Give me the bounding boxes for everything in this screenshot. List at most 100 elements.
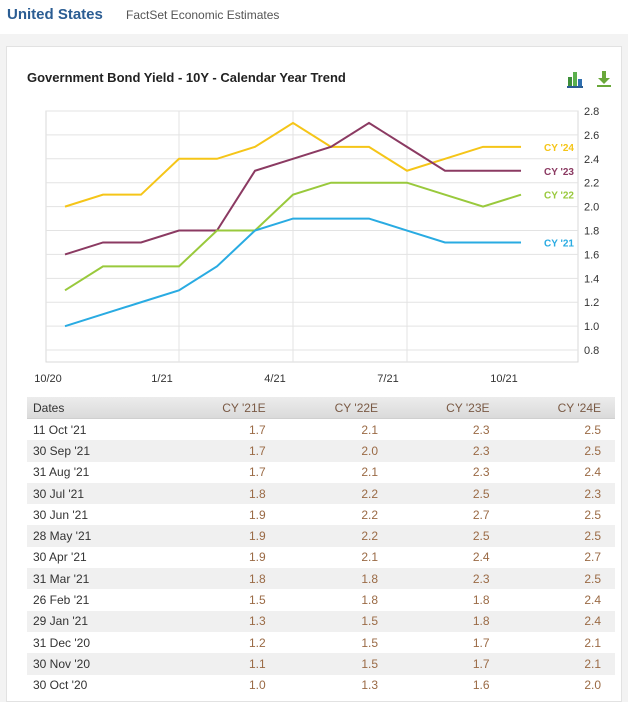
cell-date: 30 Nov '20 [27,653,131,675]
y-tick-label: 2.6 [584,130,599,142]
cell-cy22: 2.2 [267,525,381,547]
cell-cy22: 2.1 [267,418,381,441]
cell-cy23: 2.3 [380,418,492,441]
cell-date: 28 May '21 [27,525,131,547]
cell-cy22: 2.2 [267,482,381,505]
cell-cy24: 2.1 [491,653,615,675]
table-row: 30 Apr '21 1.9 2.1 2.4 2.7 [27,546,615,569]
source-label: FactSet Economic Estimates [126,8,280,22]
cell-cy24: 2.4 [491,589,615,611]
cell-cy24: 2.7 [491,546,615,569]
cell-date: 30 Jul '21 [27,482,131,505]
line-chart: 2.8 2.6 2.4 2.2 2.0 1.8 1.6 1.4 1.2 1.0 0.8 10/20 1/… [34,106,599,385]
top-bar: United States FactSet Economic Estimates [0,0,628,34]
cell-date: 31 Aug '21 [27,461,131,483]
cell-cy22: 1.5 [267,610,381,632]
cell-cy24: 2.0 [491,674,615,696]
cell-cy21: 1.0 [130,674,268,696]
y-tick-label: 1.6 [584,249,599,261]
cell-cy21: 1.9 [130,546,268,569]
cell-date: 30 Jun '21 [27,504,131,526]
x-tick-label: 4/21 [264,373,285,385]
cell-cy22: 1.8 [267,589,381,611]
table-row: 30 Sep '21 1.7 2.0 2.3 2.5 [27,440,615,462]
y-tick-label: 0.8 [584,345,599,357]
cell-date: 11 Oct '21 [27,418,131,441]
series-label: CY '21 [544,238,574,249]
cell-cy24: 2.5 [491,418,615,441]
cell-date: 26 Feb '21 [27,589,131,611]
cell-cy21: 1.2 [130,631,268,654]
country-title[interactable]: United States [7,6,103,23]
cell-cy23: 1.8 [380,589,492,611]
table-row: 31 Dec '20 1.2 1.5 1.7 2.1 [27,631,615,654]
table-row: 26 Feb '21 1.5 1.8 1.8 2.4 [27,589,615,611]
x-tick-label: 10/20 [34,373,62,385]
cell-cy21: 1.9 [130,525,268,547]
cell-cy23: 1.8 [380,610,492,632]
cell-cy24: 2.5 [491,525,615,547]
table-row: 11 Oct '21 1.7 2.1 2.3 2.5 [27,418,615,441]
x-tick-label: 7/21 [377,373,398,385]
table-row: 30 Jul '21 1.8 2.2 2.5 2.3 [27,482,615,505]
cell-cy22: 2.2 [267,504,381,526]
cell-cy21: 1.7 [130,461,268,483]
cell-cy23: 1.7 [380,631,492,654]
cell-cy21: 1.8 [130,482,268,505]
cell-cy24: 2.5 [491,440,615,462]
cell-date: 30 Oct '20 [27,674,131,696]
cell-cy24: 2.5 [491,568,615,590]
cell-cy22: 2.1 [267,461,381,483]
cell-cy24: 2.4 [491,610,615,632]
cell-cy21: 1.8 [130,568,268,590]
cell-date: 29 Jan '21 [27,610,131,632]
series-label: CY '24 [544,143,574,154]
cell-cy24: 2.5 [491,504,615,526]
table-row: 31 Mar '21 1.8 1.8 2.3 2.5 [27,568,615,590]
y-tick-label: 2.2 [584,178,599,190]
table-row: 30 Oct '20 1.0 1.3 1.6 2.0 [27,674,615,696]
download-icon[interactable] [596,70,612,88]
cell-cy21: 1.3 [130,610,268,632]
y-tick-label: 2.0 [584,202,599,214]
cell-cy22: 2.1 [267,546,381,569]
header-dates[interactable]: Dates [27,397,131,419]
series-label: CY '22 [544,191,574,202]
cell-cy21: 1.9 [130,504,268,526]
table-row: 30 Jun '21 1.9 2.2 2.7 2.5 [27,504,615,526]
bar-chart-icon[interactable] [567,70,583,88]
cell-cy22: 1.5 [267,631,381,654]
header-cy24[interactable]: CY '24E [491,397,615,419]
series-label: CY '23 [544,167,574,178]
cell-cy23: 2.5 [380,482,492,505]
cell-cy23: 2.7 [380,504,492,526]
cell-cy24: 2.1 [491,631,615,654]
cell-cy21: 1.5 [130,589,268,611]
y-tick-label: 1.8 [584,226,599,238]
cell-cy23: 2.3 [380,461,492,483]
cell-cy21: 1.1 [130,653,268,675]
cell-cy22: 1.8 [267,568,381,590]
header-cy23[interactable]: CY '23E [380,397,492,419]
table-row: 29 Jan '21 1.3 1.5 1.8 2.4 [27,610,615,632]
x-tick-label: 10/21 [490,373,518,385]
cell-cy22: 1.5 [267,653,381,675]
cell-cy23: 2.5 [380,525,492,547]
y-tick-label: 1.0 [584,321,599,333]
y-tick-label: 1.2 [584,297,599,309]
cell-cy23: 2.3 [380,568,492,590]
cell-cy21: 1.7 [130,440,268,462]
header-cy21[interactable]: CY '21E [130,397,268,419]
header-cy22[interactable]: CY '22E [267,397,381,419]
plot-area [45,110,579,363]
cell-date: 31 Dec '20 [27,631,131,654]
table-row: 28 May '21 1.9 2.2 2.5 2.5 [27,525,615,547]
cell-cy23: 1.6 [380,674,492,696]
y-tick-label: 2.4 [584,154,599,166]
x-tick-label: 1/21 [151,373,172,385]
estimates-table: Dates CY '21E CY '22E CY '23E CY '24E 11… [27,397,615,696]
cell-cy23: 2.3 [380,440,492,462]
cell-cy23: 2.4 [380,546,492,569]
cell-date: 30 Apr '21 [27,546,131,569]
chart-title: Government Bond Yield - 10Y - Calendar Y… [27,70,346,85]
